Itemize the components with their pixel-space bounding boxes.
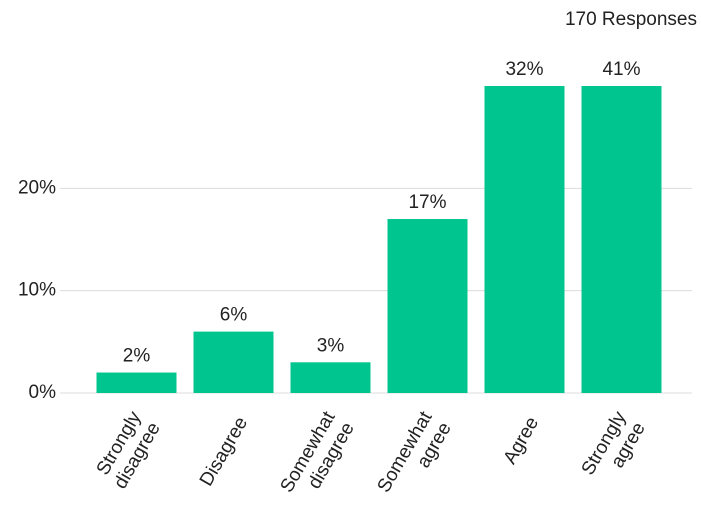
data-label: 3% [317,335,345,356]
data-label: 41% [602,59,640,80]
annotation: 170 Responses [565,9,697,30]
data-label: 17% [408,192,446,213]
y-tick-label: 20% [18,177,56,198]
bar [193,331,274,393]
bar [290,362,371,393]
bar [96,372,177,393]
x-tick-label: Stronglyagree [578,408,650,490]
bar [387,219,468,393]
x-tick-label: Somewhatdisagree [277,407,359,507]
x-tick-label: Agree [500,414,544,468]
bar [581,86,662,393]
x-tick-label: Disagree [196,414,252,490]
data-label: 2% [123,346,151,367]
data-label: 32% [505,59,543,80]
y-tick-label: 0% [29,382,57,403]
y-tick-label: 10% [18,280,56,301]
bar [484,86,565,394]
x-tick-label: Somewhatagree [374,407,456,507]
bars [96,86,662,394]
x-tick-label: Stronglydisagree [91,408,165,493]
data-label: 6% [220,305,248,326]
